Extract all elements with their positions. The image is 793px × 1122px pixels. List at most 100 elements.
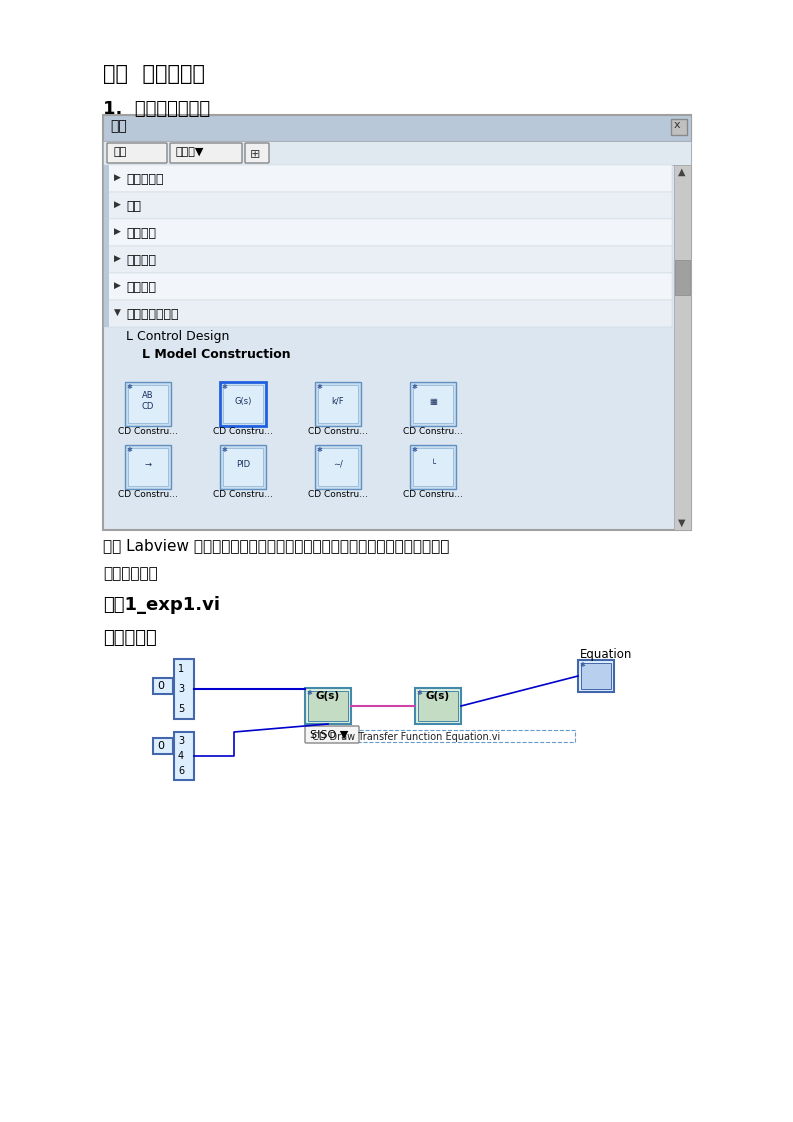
Text: 函数: 函数 (110, 119, 127, 134)
Text: 控制设计与俼真: 控制设计与俼真 (126, 309, 178, 321)
FancyBboxPatch shape (107, 142, 167, 163)
Text: ✱: ✱ (580, 662, 586, 668)
Text: ▶: ▶ (114, 173, 121, 182)
Text: 3: 3 (178, 684, 184, 695)
Text: 互连接口: 互连接口 (126, 280, 156, 294)
Text: CD Constru...: CD Constru... (308, 490, 368, 499)
Bar (671, 119, 687, 135)
Bar (104, 300, 109, 327)
Text: k/F: k/F (331, 396, 344, 405)
Bar (153, 738, 173, 754)
Text: 信号处理: 信号处理 (126, 227, 156, 240)
Bar (315, 445, 361, 489)
Text: 1.  数学模型的创建: 1. 数学模型的创建 (103, 100, 210, 118)
Bar (104, 165, 672, 192)
Bar (305, 688, 351, 724)
Text: PID: PID (236, 460, 250, 469)
Bar (104, 246, 672, 273)
Text: ▶: ▶ (114, 227, 121, 236)
Text: 数学: 数学 (126, 200, 141, 213)
Text: CD Constru...: CD Constru... (403, 490, 463, 499)
Text: 程序框图：: 程序框图： (103, 629, 157, 647)
Bar (104, 165, 109, 192)
Bar (413, 385, 453, 423)
Bar (104, 219, 672, 246)
Text: SISO ▼: SISO ▼ (310, 730, 348, 741)
Text: CD Constru...: CD Constru... (118, 427, 178, 436)
Bar (104, 273, 109, 300)
Text: G(s): G(s) (234, 396, 251, 405)
Bar (220, 445, 266, 489)
Text: L Model Construction: L Model Construction (142, 348, 290, 361)
Text: ▶: ▶ (114, 200, 121, 209)
Bar (104, 246, 109, 273)
Bar (418, 691, 458, 721)
Bar (174, 732, 194, 780)
Bar (410, 381, 456, 426)
Bar (675, 260, 690, 295)
Text: ✱: ✱ (317, 447, 323, 453)
Text: CD Draw Transfer Function Equation.vi: CD Draw Transfer Function Equation.vi (312, 732, 500, 742)
Text: CD Constru...: CD Constru... (213, 490, 273, 499)
Bar (125, 445, 171, 489)
Bar (128, 448, 168, 486)
Text: 使用 Labview 控制设计与俼真工具包中的模型创建函数完成了如下的程序框图: 使用 Labview 控制设计与俼真工具包中的模型创建函数完成了如下的程序框图 (103, 539, 450, 553)
Text: ▼: ▼ (114, 309, 121, 318)
Text: 构建及俼真。: 构建及俼真。 (103, 565, 158, 581)
Bar (223, 448, 263, 486)
Text: CD Constru...: CD Constru... (118, 490, 178, 499)
Text: CD Constru...: CD Constru... (213, 427, 273, 436)
FancyBboxPatch shape (245, 142, 269, 163)
Text: ✱: ✱ (222, 447, 228, 453)
Text: ▶: ▶ (114, 254, 121, 263)
Text: ⊞: ⊞ (250, 148, 260, 160)
Text: ▦: ▦ (429, 396, 437, 405)
Bar (415, 688, 461, 724)
Text: ✱: ✱ (222, 384, 228, 390)
Bar (318, 448, 358, 486)
Bar (125, 381, 171, 426)
Bar (174, 659, 194, 719)
Text: CD Constru...: CD Constru... (403, 427, 463, 436)
Text: x: x (674, 120, 680, 130)
Text: ✱: ✱ (417, 690, 423, 696)
Bar (104, 192, 109, 219)
Text: 自定义▼: 自定义▼ (176, 147, 205, 157)
Text: ▶: ▶ (114, 280, 121, 289)
Text: CD Constru...: CD Constru... (308, 427, 368, 436)
Text: 三．  验证型实验: 三． 验证型实验 (103, 64, 205, 84)
Bar (104, 300, 672, 327)
Bar (581, 663, 611, 689)
Text: ✱: ✱ (317, 384, 323, 390)
Bar (104, 219, 109, 246)
Bar (318, 385, 358, 423)
Text: L Control Design: L Control Design (126, 330, 229, 343)
Text: ∼/: ∼/ (333, 460, 343, 469)
FancyBboxPatch shape (170, 142, 242, 163)
Text: ✱: ✱ (412, 447, 418, 453)
Text: 1: 1 (178, 664, 184, 674)
Bar (104, 192, 672, 219)
FancyBboxPatch shape (305, 726, 359, 743)
Bar (103, 141, 691, 165)
Bar (578, 660, 614, 692)
Text: └: └ (431, 460, 435, 469)
Bar (223, 385, 263, 423)
Bar (410, 445, 456, 489)
Bar (413, 448, 453, 486)
Text: 实验1_exp1.vi: 实验1_exp1.vi (103, 596, 220, 614)
Bar (674, 165, 691, 530)
Text: G(s): G(s) (426, 691, 450, 701)
Text: 数据通信: 数据通信 (126, 254, 156, 267)
Bar (103, 114, 691, 530)
Text: ▼: ▼ (678, 518, 686, 528)
Bar (220, 381, 266, 426)
Text: 视觉与运动: 视觉与运动 (126, 173, 163, 186)
Bar (310, 730, 575, 742)
Text: G(s): G(s) (316, 691, 340, 701)
Text: 0: 0 (157, 681, 164, 691)
Bar (104, 273, 672, 300)
Text: 5: 5 (178, 703, 184, 714)
Bar (308, 691, 348, 721)
Bar (153, 678, 173, 695)
